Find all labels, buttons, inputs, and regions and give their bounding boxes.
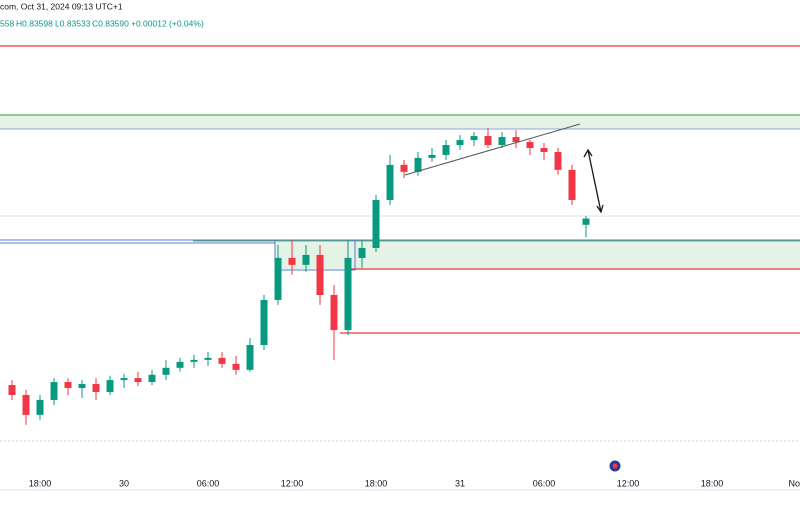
candle-body [456,140,464,146]
ohlc-close: C0.83590 [92,18,129,28]
candle-body [288,257,296,265]
candle-body [246,344,254,370]
candle-body [316,254,324,295]
x-tick-label: 12:00 [281,478,304,488]
candle-body [92,384,100,392]
candle-body [302,254,310,265]
candle-body [442,145,450,155]
candle-body [190,359,198,362]
range-box [274,239,356,271]
candle-body [582,218,590,225]
symbol-info: com, Oct 31, 2024 09:13 UTC+1 [0,1,123,11]
trend-line [404,123,581,176]
candle-body [526,142,534,148]
candle-body [372,199,380,248]
candle-body [330,294,338,331]
x-tick-label: 12:00 [617,478,640,488]
x-tick-label: 31 [455,478,465,488]
candle-body [260,299,268,345]
candle-body [274,257,282,300]
candle-body [512,137,520,143]
x-tick-label: 06:00 [533,478,556,488]
x-tick-label: No [788,478,800,488]
ohlc-low: L0.83533 [55,18,91,28]
candle-body [344,257,352,331]
ohlc-change: +0.00012 (+0.04%) [131,18,204,28]
candle-body [428,154,436,158]
candle-body [540,147,548,152]
x-tick-label: 18:00 [701,478,724,488]
candle-body [232,363,240,370]
candle-body [8,385,16,395]
candle-body [358,247,366,258]
candle-body [64,382,72,389]
candle-body [134,378,142,383]
x-tick-label: 30 [119,478,129,488]
candle-body [554,151,562,170]
double-arrow [583,148,604,214]
demand-zone [275,242,800,269]
x-tick-label: 18:00 [29,478,52,488]
candle-body [78,384,86,389]
supply-zone [0,115,800,129]
ohlc-open: 558 [0,18,14,28]
candle-body [498,137,506,146]
candle-body [176,361,184,368]
candle-body [204,357,212,360]
candle-body [22,394,30,415]
event-marker-dot [612,463,618,469]
candle-body [36,399,44,415]
candle-body [148,374,156,383]
candle-body [106,380,114,392]
ohlc-high: H0.83598 [16,18,53,28]
candle-body [414,157,422,172]
candle-body [470,136,478,141]
x-tick-label: 18:00 [365,478,388,488]
candle-body [400,164,408,172]
candle-body [484,136,492,146]
candle-body [50,382,58,400]
candle-body [218,357,226,364]
candle-body [568,169,576,200]
candle-body [162,367,170,375]
candles [8,128,590,425]
candle-body [120,378,128,381]
x-tick-label: 06:00 [197,478,220,488]
candle-body [386,164,394,200]
